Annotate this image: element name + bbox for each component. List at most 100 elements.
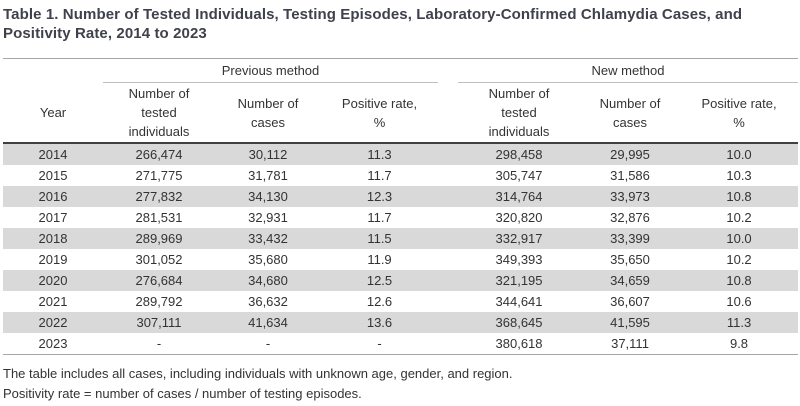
cell-year: 2023 bbox=[3, 333, 103, 355]
cell-year: 2016 bbox=[38, 189, 68, 204]
table-row: 2022 307,111 41,634 13.6 368,645 41,595 … bbox=[3, 312, 799, 333]
table-row: 2014 266,474 30,112 11.3 298,458 29,995 … bbox=[3, 143, 799, 165]
cell-prev-rate: 11.7 bbox=[367, 168, 392, 183]
cell-prev-tested: 307,111 bbox=[136, 315, 182, 330]
spacer-cell bbox=[438, 249, 458, 270]
spacer-cell bbox=[438, 333, 459, 355]
cell-prev-cases: 36,632 bbox=[248, 294, 288, 309]
column-header-prev-cases-label: Number of cases bbox=[237, 95, 299, 130]
table-body: 2014 266,474 30,112 11.3 298,458 29,995 … bbox=[3, 143, 799, 355]
cell-prev-rate: 11.3 bbox=[367, 147, 392, 162]
cell-year: 2017 bbox=[38, 210, 68, 225]
table-row: 2018 289,969 33,432 11.5 332,917 33,399 … bbox=[3, 228, 799, 249]
footnotes: The table includes all cases, including … bbox=[3, 364, 798, 404]
cell-new-cases: 29,995 bbox=[610, 147, 650, 162]
cell-new-rate: 10.8 bbox=[726, 273, 752, 288]
cell-new-rate: 10.3 bbox=[726, 168, 752, 183]
column-header-row: Year Number of tested individuals Number… bbox=[3, 82, 799, 144]
cell-prev-cases: 30,112 bbox=[248, 147, 288, 162]
cell-new-tested: 368,645 bbox=[495, 315, 543, 330]
cell-new-cases: 34,659 bbox=[610, 273, 650, 288]
chlamydia-data-table: Previous method New method Year Number o… bbox=[3, 58, 799, 355]
cell-new-rate: 10.8 bbox=[726, 189, 752, 204]
cell-new-tested: 380,618 bbox=[458, 333, 581, 355]
column-header-gap bbox=[438, 82, 459, 144]
cell-new-rate: 10.2 bbox=[726, 252, 752, 267]
spacer-cell bbox=[438, 186, 458, 207]
cell-new-cases: 35,650 bbox=[610, 252, 650, 267]
cell-prev-cases: 41,634 bbox=[248, 315, 288, 330]
cell-year: 2020 bbox=[38, 273, 68, 288]
cell-prev-tested: 289,792 bbox=[135, 294, 183, 309]
cell-prev-rate: 11.7 bbox=[367, 210, 392, 225]
cell-year: 2019 bbox=[38, 252, 68, 267]
cell-prev-tested: 271,775 bbox=[135, 168, 183, 183]
cell-year: 2022 bbox=[38, 315, 68, 330]
footnote-1: The table includes all cases, including … bbox=[3, 366, 513, 381]
cell-new-rate: 10.0 bbox=[726, 147, 752, 162]
cell-prev-rate: 12.6 bbox=[366, 294, 393, 309]
cell-new-cases: 36,607 bbox=[610, 294, 650, 309]
column-header-year: Year bbox=[3, 82, 103, 144]
cell-new-tested: 321,195 bbox=[495, 273, 543, 288]
spacer-cell bbox=[438, 270, 458, 291]
table-header: Previous method New method Year Number o… bbox=[3, 58, 799, 144]
cell-prev-tested: 276,684 bbox=[135, 273, 183, 288]
footnote-2: Positivity rate = number of cases / numb… bbox=[3, 386, 362, 401]
spacer-cell bbox=[438, 228, 458, 249]
group-header-year-spacer bbox=[3, 59, 103, 83]
cell-prev-cases: 31,781 bbox=[248, 168, 288, 183]
column-header-new-cases: Number of cases bbox=[580, 82, 681, 144]
column-header-prev-rate: Positive rate, % bbox=[321, 82, 439, 144]
cell-new-tested: 314,764 bbox=[495, 189, 543, 204]
cell-prev-tested: 281,531 bbox=[135, 210, 183, 225]
column-header-prev-rate-label: Positive rate, % bbox=[341, 95, 418, 130]
spacer-cell bbox=[438, 207, 458, 228]
cell-new-cases: 31,586 bbox=[610, 168, 650, 183]
cell-new-cases: 41,595 bbox=[610, 315, 650, 330]
cell-prev-tested: - bbox=[103, 333, 215, 355]
group-header-new-method: New method bbox=[458, 58, 799, 83]
cell-year: 2015 bbox=[38, 168, 68, 183]
table-row: 2015 271,775 31,781 11.7 305,747 31,586 … bbox=[3, 165, 798, 186]
spacer-cell bbox=[438, 312, 458, 333]
cell-prev-rate: 12.3 bbox=[366, 189, 393, 204]
column-header-new-tested: Number of tested individuals bbox=[458, 82, 581, 144]
table-row: 2020 276,684 34,680 12.5 321,195 34,659 … bbox=[3, 270, 799, 291]
cell-new-tested: 332,917 bbox=[495, 231, 543, 246]
cell-prev-cases: 35,680 bbox=[248, 252, 288, 267]
column-header-new-rate: Positive rate, % bbox=[680, 82, 799, 144]
cell-prev-tested: 289,969 bbox=[135, 231, 183, 246]
column-header-new-rate-label: Positive rate, % bbox=[701, 95, 777, 130]
table-title: Table 1. Number of Tested Individuals, T… bbox=[3, 6, 743, 42]
cell-prev-rate: - bbox=[321, 333, 439, 355]
cell-prev-tested: 301,052 bbox=[135, 252, 183, 267]
cell-prev-rate: 11.9 bbox=[367, 252, 392, 267]
group-header-row: Previous method New method bbox=[3, 58, 799, 83]
group-header-previous-method: Previous method bbox=[103, 58, 439, 83]
cell-prev-rate: 13.6 bbox=[366, 315, 393, 330]
cell-prev-rate: 11.5 bbox=[367, 231, 392, 246]
cell-prev-cases: 34,130 bbox=[248, 189, 288, 204]
cell-prev-rate: 12.5 bbox=[366, 273, 393, 288]
cell-new-cases: 33,973 bbox=[610, 189, 650, 204]
group-header-gap bbox=[438, 59, 458, 83]
cell-new-cases: 32,876 bbox=[610, 210, 650, 225]
cell-new-tested: 305,747 bbox=[495, 168, 543, 183]
cell-new-tested: 344,641 bbox=[495, 294, 543, 309]
table-row: 2021 289,792 36,632 12.6 344,641 36,607 … bbox=[3, 291, 798, 312]
cell-new-rate: 10.0 bbox=[726, 231, 752, 246]
cell-prev-cases: 34,680 bbox=[248, 273, 288, 288]
cell-prev-tested: 266,474 bbox=[135, 147, 183, 162]
spacer-cell bbox=[438, 165, 458, 186]
cell-prev-cases: 32,931 bbox=[248, 210, 288, 225]
column-header-new-cases-label: Number of cases bbox=[599, 95, 661, 130]
spacer-cell bbox=[438, 143, 458, 165]
cell-prev-tested: 277,832 bbox=[135, 189, 183, 204]
cell-new-rate: 10.6 bbox=[726, 294, 752, 309]
table-row: 2019 301,052 35,680 11.9 349,393 35,650 … bbox=[3, 249, 798, 270]
cell-new-rate: 10.2 bbox=[726, 210, 752, 225]
cell-year: 2014 bbox=[38, 147, 68, 162]
cell-year: 2021 bbox=[38, 294, 68, 309]
